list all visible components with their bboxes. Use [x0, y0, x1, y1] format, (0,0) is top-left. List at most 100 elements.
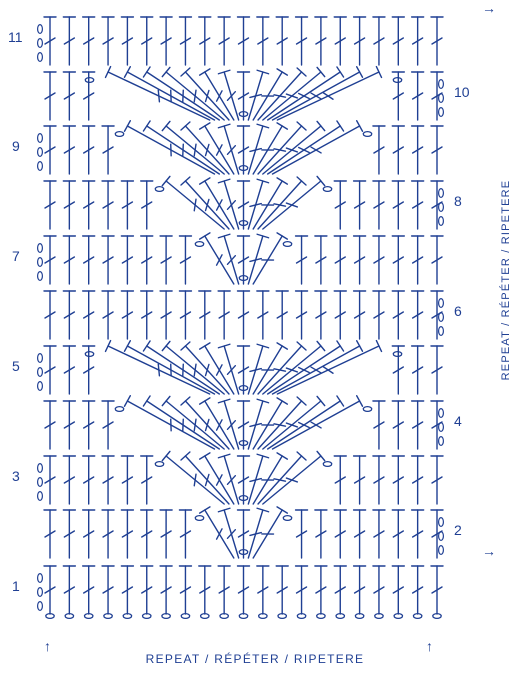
double-crochet-slash — [373, 311, 385, 319]
double-crochet-slash — [273, 368, 287, 372]
double-crochet-slash — [237, 256, 250, 264]
turning-chain — [36, 51, 43, 62]
double-crochet-slash — [310, 146, 322, 154]
double-crochet-slash — [315, 311, 327, 319]
double-crochet-top — [336, 66, 345, 78]
v-edge-chain — [392, 350, 403, 358]
double-crochet-slash — [82, 92, 95, 100]
double-crochet-slash — [160, 311, 172, 319]
double-crochet-top — [161, 120, 171, 132]
double-crochet-slash — [63, 256, 76, 264]
double-crochet-slash — [215, 474, 223, 486]
double-crochet-slash — [431, 586, 443, 594]
double-crochet-slash — [353, 201, 366, 209]
double-crochet-slash — [334, 311, 346, 319]
double-crochet-slash — [82, 530, 95, 538]
double-crochet-slash — [285, 202, 299, 208]
double-crochet-slash — [102, 421, 114, 429]
double-crochet-top — [276, 397, 289, 405]
double-crochet-slash — [237, 201, 250, 209]
double-crochet-top — [198, 122, 211, 130]
double-crochet-slash — [82, 586, 95, 594]
v-edge-chain — [194, 240, 205, 248]
repeat-arrow-bottom-right-icon: ↑ — [426, 638, 433, 654]
double-crochet-top — [142, 120, 151, 132]
turning-chain — [36, 271, 43, 282]
double-crochet-slash — [411, 421, 424, 429]
double-crochet-slash — [315, 586, 327, 594]
double-crochet-slash — [121, 201, 134, 209]
double-crochet-slash — [257, 586, 269, 594]
center-chain — [238, 274, 249, 282]
double-crochet-slash — [44, 476, 56, 484]
v-edge-chain — [114, 130, 125, 138]
double-crochet-slash — [160, 37, 172, 45]
double-crochet-slash — [373, 586, 385, 594]
v-edge-chain — [282, 514, 293, 522]
double-crochet-top — [375, 65, 383, 79]
double-crochet-slash — [298, 421, 310, 429]
double-crochet-top — [142, 395, 151, 407]
double-crochet-top — [336, 340, 345, 352]
double-crochet-slash — [431, 37, 443, 45]
double-crochet-slash — [218, 37, 230, 45]
double-crochet-top — [217, 507, 231, 513]
turning-chain — [36, 367, 43, 378]
double-crochet-slash — [373, 530, 385, 538]
double-crochet-slash — [285, 147, 299, 153]
double-crochet-slash — [179, 311, 192, 319]
double-crochet-top — [276, 68, 289, 76]
double-crochet-slash — [431, 146, 443, 154]
double-crochet-slash — [273, 478, 287, 482]
double-crochet-slash — [392, 201, 404, 209]
double-crochet-slash — [193, 89, 197, 103]
v-edge-chain — [392, 76, 403, 84]
double-crochet-slash — [204, 143, 210, 157]
double-crochet-slash — [63, 37, 76, 45]
double-crochet-slash — [121, 476, 134, 484]
turning-chain — [438, 298, 445, 309]
double-crochet-slash — [226, 419, 237, 431]
double-crochet-slash — [353, 586, 366, 594]
turning-chain — [36, 353, 43, 364]
double-crochet-slash — [276, 311, 288, 319]
double-crochet-slash — [141, 256, 153, 264]
double-crochet-top — [180, 396, 191, 406]
v-edge-chain — [154, 185, 165, 193]
double-crochet-slash — [285, 477, 299, 483]
double-crochet-slash — [102, 530, 114, 538]
double-crochet-top — [217, 233, 231, 239]
double-crochet-top — [296, 341, 307, 351]
double-crochet-slash — [63, 146, 76, 154]
double-crochet-top — [180, 121, 191, 131]
double-crochet-slash — [373, 476, 385, 484]
turning-chain — [438, 216, 445, 227]
double-crochet-slash — [353, 530, 366, 538]
double-crochet-slash — [44, 201, 56, 209]
center-chain — [238, 164, 249, 172]
turning-chain — [36, 600, 43, 611]
double-crochet-slash — [226, 90, 237, 102]
repeat-label-bottom: REPEAT / RÉPÉTER / RIPETERE — [145, 652, 365, 666]
double-crochet-slash — [141, 586, 153, 594]
double-crochet-slash — [204, 418, 210, 432]
double-crochet-slash — [215, 528, 223, 540]
double-crochet-slash — [310, 92, 322, 100]
double-crochet-slash — [226, 199, 237, 211]
turning-chain — [438, 326, 445, 337]
double-crochet-slash — [157, 363, 161, 377]
double-crochet-top — [161, 450, 171, 462]
double-crochet-slash — [237, 92, 250, 100]
double-crochet-top — [217, 453, 231, 459]
double-crochet-slash — [392, 146, 404, 154]
double-crochet-slash — [237, 366, 250, 374]
turning-chain — [36, 586, 43, 597]
double-crochet-top — [356, 395, 364, 407]
v-edge-chain — [154, 460, 165, 468]
double-crochet-slash — [295, 311, 308, 319]
double-crochet-slash — [334, 201, 346, 209]
double-crochet-slash — [392, 92, 404, 100]
double-crochet-slash — [411, 146, 424, 154]
row-number-5: 5 — [12, 358, 20, 374]
